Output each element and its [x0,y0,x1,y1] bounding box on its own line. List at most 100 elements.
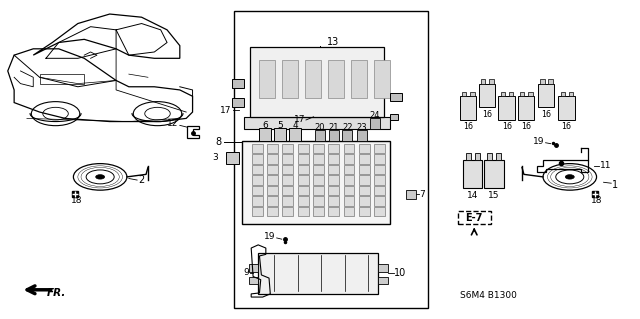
Bar [259,128,271,141]
Bar [374,175,385,185]
Text: 12: 12 [167,119,179,128]
Bar [406,190,415,199]
Text: 15: 15 [488,191,500,200]
Bar [390,93,401,101]
Bar [359,207,370,216]
Text: 5: 5 [277,121,283,130]
Circle shape [565,175,574,179]
Bar [267,165,278,174]
Bar [475,153,480,160]
Bar [374,154,385,164]
Bar [298,154,308,164]
Bar [313,165,324,174]
Bar [518,96,534,120]
Bar [313,154,324,164]
Bar [244,117,390,130]
Text: 8: 8 [215,137,221,147]
Text: 20: 20 [315,123,325,132]
Bar [274,128,285,141]
Bar [313,175,324,185]
Bar [243,141,390,224]
Text: 7: 7 [419,190,424,199]
Bar [259,60,275,98]
Bar [313,186,324,195]
Text: 1: 1 [612,180,618,190]
Bar [359,165,370,174]
Bar [540,79,545,84]
Bar [357,130,367,141]
Bar [282,197,293,206]
Bar [328,60,344,98]
Bar [374,207,385,216]
Text: 16: 16 [562,122,572,131]
Bar [267,144,278,153]
Bar [282,60,298,98]
Text: 10: 10 [394,268,406,278]
Text: FR.: FR. [47,288,67,298]
Text: 17: 17 [220,106,232,115]
Bar [328,165,339,174]
Bar [267,197,278,206]
Bar [374,186,385,195]
Bar [496,153,501,160]
Bar [342,130,353,141]
Bar [458,211,491,224]
Bar [561,92,565,96]
Circle shape [96,175,104,179]
Bar [258,253,378,294]
Bar [248,264,258,272]
Bar [344,165,355,174]
Bar [329,130,339,141]
Text: 18: 18 [71,196,83,205]
Text: 19: 19 [533,137,544,146]
Text: 13: 13 [326,38,339,48]
Text: 16: 16 [541,110,551,119]
Bar [282,186,293,195]
Bar [470,92,474,96]
Bar [481,79,485,84]
Text: E-7: E-7 [465,213,483,223]
Bar [250,47,384,117]
Text: 21: 21 [329,123,339,132]
Bar [520,92,524,96]
Text: 16: 16 [482,110,492,119]
Bar [282,144,293,153]
Bar [282,207,293,216]
Bar [486,153,492,160]
Bar [289,128,301,141]
Bar [328,154,339,164]
Bar [569,92,573,96]
Bar [463,160,483,188]
Bar [298,207,308,216]
Bar [252,165,262,174]
Text: 18: 18 [591,196,603,205]
Text: 4: 4 [292,121,298,130]
Bar [328,175,339,185]
Bar [462,92,467,96]
Bar [370,118,380,130]
Bar [500,92,505,96]
Text: 11: 11 [600,161,612,170]
Bar [305,60,321,98]
Bar [351,60,367,98]
Bar [479,84,495,107]
Text: 14: 14 [467,191,479,200]
Bar [374,60,390,98]
Bar [378,264,388,272]
Bar [359,186,370,195]
Bar [390,114,397,120]
Bar [328,207,339,216]
Bar [528,92,532,96]
Bar [344,197,355,206]
Bar [374,144,385,153]
Text: 19: 19 [264,233,275,241]
Bar [378,277,388,285]
Bar [344,207,355,216]
Text: 16: 16 [463,122,473,131]
Bar [460,96,476,120]
Bar [313,144,324,153]
Bar [298,197,308,206]
Text: 16: 16 [521,122,531,131]
Bar [538,84,554,107]
Bar [344,175,355,185]
